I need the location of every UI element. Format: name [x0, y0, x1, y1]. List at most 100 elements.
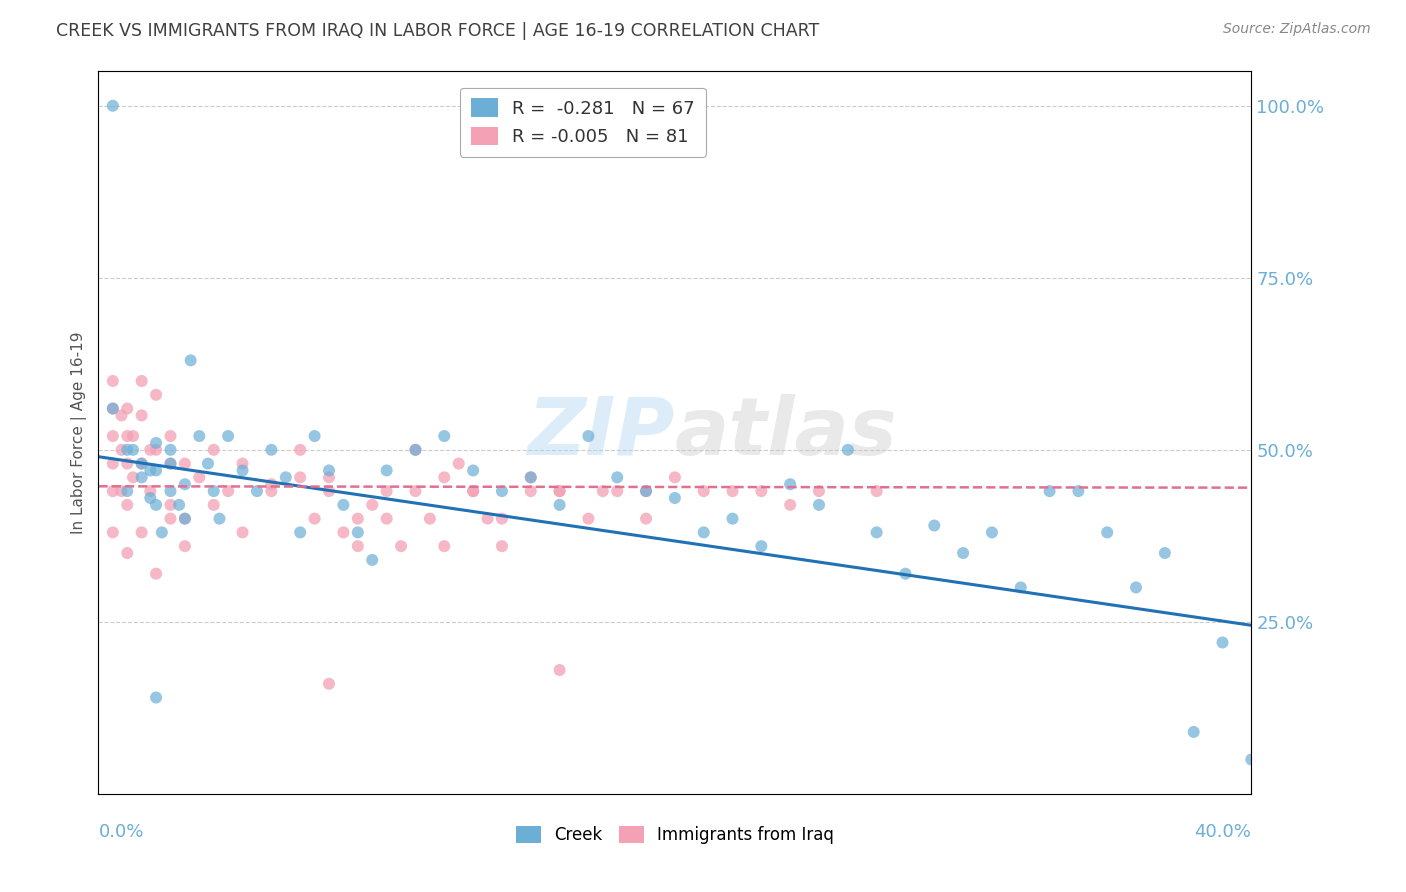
Point [346, 539, 368, 553]
Point [419, 511, 441, 525]
Point [117, 546, 139, 560]
Point [174, 511, 197, 525]
Point [117, 498, 139, 512]
Point [318, 470, 340, 484]
Point [274, 470, 297, 484]
Point [131, 409, 153, 423]
Point [807, 484, 830, 499]
Point [1097, 525, 1119, 540]
Point [145, 463, 167, 477]
Point [447, 457, 470, 471]
Point [231, 525, 254, 540]
Point [433, 539, 456, 553]
Point [217, 484, 239, 499]
Point [592, 484, 614, 499]
Point [433, 429, 456, 443]
Point [110, 442, 132, 457]
Point [159, 511, 181, 525]
Point [101, 429, 124, 443]
Point [1125, 581, 1147, 595]
Point [139, 491, 162, 505]
Point [1153, 546, 1175, 560]
Point [290, 442, 312, 457]
Point [145, 436, 167, 450]
Point [807, 498, 830, 512]
Point [1240, 752, 1263, 766]
Point [122, 470, 145, 484]
Point [131, 374, 153, 388]
Text: CREEK VS IMMIGRANTS FROM IRAQ IN LABOR FORCE | AGE 16-19 CORRELATION CHART: CREEK VS IMMIGRANTS FROM IRAQ IN LABOR F… [56, 22, 820, 40]
Point [548, 498, 571, 512]
Point [117, 457, 139, 471]
Point [174, 539, 197, 553]
Point [664, 491, 686, 505]
Point [145, 498, 167, 512]
Point [433, 470, 456, 484]
Point [520, 470, 543, 484]
Point [361, 498, 384, 512]
Point [180, 353, 202, 368]
Point [461, 484, 484, 499]
Point [131, 457, 153, 471]
Point [389, 539, 412, 553]
Point [346, 511, 368, 525]
Point [159, 442, 181, 457]
Point [375, 511, 398, 525]
Point [548, 663, 571, 677]
Point [1010, 581, 1032, 595]
Point [837, 442, 859, 457]
Point [636, 484, 658, 499]
Point [202, 442, 225, 457]
Point [260, 484, 283, 499]
Point [636, 511, 658, 525]
Point [145, 388, 167, 402]
Point [332, 498, 354, 512]
Point [520, 470, 543, 484]
Point [779, 498, 801, 512]
Point [361, 553, 384, 567]
Point [578, 429, 600, 443]
Point [117, 429, 139, 443]
Point [145, 442, 167, 457]
Point [866, 525, 889, 540]
Point [159, 457, 181, 471]
Point [520, 484, 543, 499]
Point [751, 484, 773, 499]
Point [779, 477, 801, 491]
Point [405, 484, 427, 499]
Point [139, 442, 162, 457]
Point [167, 498, 190, 512]
Point [174, 477, 197, 491]
Point [139, 484, 162, 499]
Point [159, 498, 181, 512]
Point [578, 511, 600, 525]
Point [159, 484, 181, 499]
Point [101, 401, 124, 416]
Point [1067, 484, 1090, 499]
Point [117, 442, 139, 457]
Point [721, 484, 744, 499]
Point [101, 401, 124, 416]
Point [290, 525, 312, 540]
Point [174, 511, 197, 525]
Point [405, 442, 427, 457]
Point [145, 690, 167, 705]
Point [197, 457, 219, 471]
Point [260, 442, 283, 457]
Point [122, 429, 145, 443]
Text: 40.0%: 40.0% [1195, 822, 1251, 841]
Text: atlas: atlas [675, 393, 897, 472]
Point [375, 484, 398, 499]
Point [693, 484, 716, 499]
Point [150, 525, 173, 540]
Point [346, 525, 368, 540]
Point [1212, 635, 1234, 649]
Point [208, 511, 231, 525]
Point [304, 511, 326, 525]
Point [290, 470, 312, 484]
Point [636, 484, 658, 499]
Point [101, 374, 124, 388]
Point [491, 484, 513, 499]
Point [1182, 725, 1205, 739]
Point [101, 99, 124, 113]
